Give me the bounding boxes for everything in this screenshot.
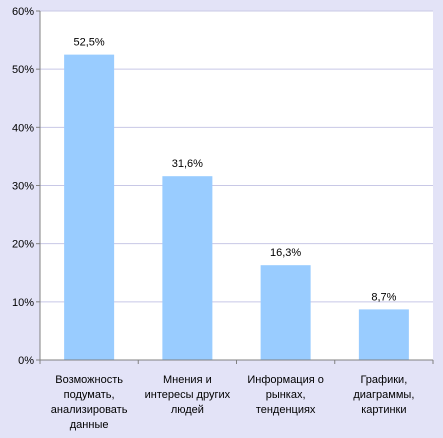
axes [36, 10, 434, 364]
y-tick-label: 20% [12, 239, 34, 251]
y-tick-label: 30% [12, 181, 34, 193]
bar [358, 309, 409, 360]
y-tick-label: 40% [12, 122, 34, 134]
data-label: 52,5% [74, 37, 105, 49]
y-tick-label: 60% [12, 6, 34, 18]
data-label: 16,3% [270, 247, 301, 259]
y-tick-label: 50% [12, 64, 34, 76]
bar [162, 176, 213, 360]
x-tick-label: Информация о рынках, тенденциях [247, 374, 324, 416]
x-tick-label: Возможность подумать, анализировать данные [50, 374, 128, 431]
bar [64, 54, 115, 360]
y-tick-label: 10% [12, 297, 34, 309]
bar [260, 265, 311, 360]
value-labels: 52,5% 31,6% 16,3% 8,7% [74, 37, 397, 304]
data-label: 8,7% [371, 291, 396, 303]
x-tick-label: Графики, диаграммы, картинки [353, 374, 415, 416]
y-tick-labels: 0% 10% 20% 30% 40% 50% 60% [12, 6, 34, 367]
x-tick-label: Мнения и интересы других людей [144, 374, 231, 416]
bars [64, 54, 409, 360]
y-tick-label: 0% [18, 355, 34, 367]
data-label: 31,6% [172, 158, 203, 170]
